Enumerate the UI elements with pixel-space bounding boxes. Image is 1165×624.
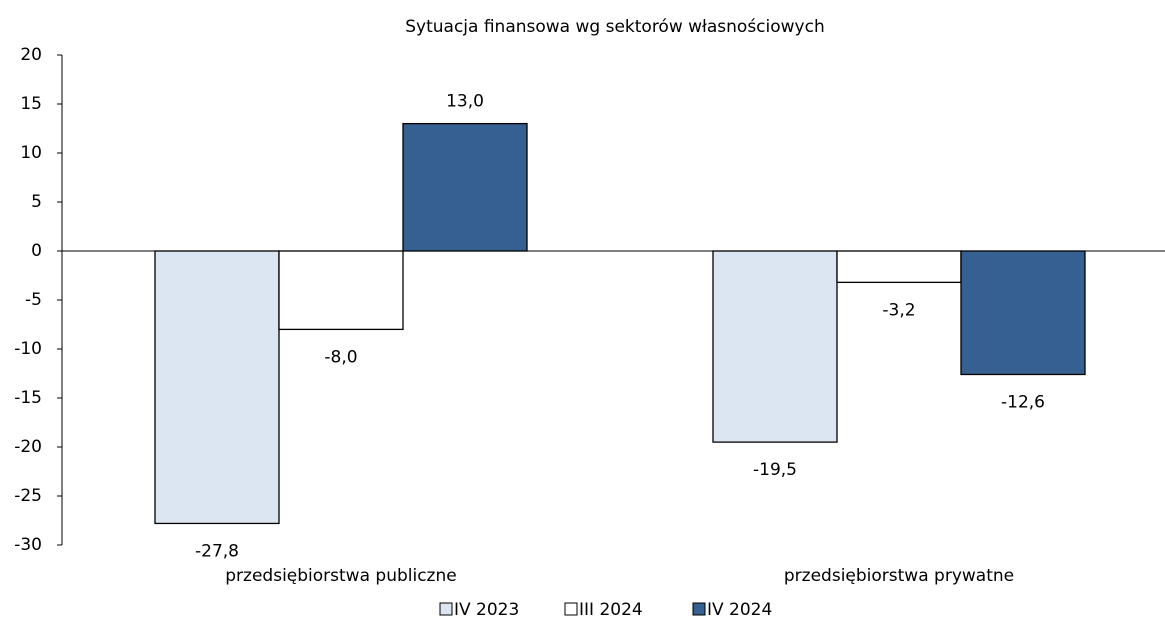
y-tick-label: 0 — [31, 241, 42, 261]
y-tick-label: -30 — [14, 535, 42, 555]
legend-label: III 2024 — [579, 600, 643, 620]
y-tick-label: 5 — [31, 192, 42, 212]
y-tick-label: 10 — [20, 143, 42, 163]
x-tick-label: przedsiębiorstwa publiczne — [225, 566, 456, 586]
y-tick-label: 20 — [20, 45, 42, 65]
bar — [402, 122, 528, 252]
legend-swatch — [439, 602, 453, 616]
y-tick-label: -10 — [14, 339, 42, 359]
x-tick-label: przedsiębiorstwa prywatne — [784, 566, 1014, 586]
value-label: -8,0 — [324, 347, 357, 367]
value-label: -12,6 — [1001, 392, 1045, 412]
y-tick-label: -15 — [14, 388, 42, 408]
bar — [278, 250, 404, 331]
bar — [836, 250, 962, 284]
y-tick-label: -20 — [14, 437, 42, 457]
legend-swatch — [692, 602, 706, 616]
legend-swatch — [564, 602, 578, 616]
value-label: -19,5 — [753, 460, 797, 480]
value-label: 13,0 — [446, 92, 484, 112]
y-tick-label: -25 — [14, 486, 42, 506]
bar — [712, 250, 838, 443]
legend-label: IV 2023 — [454, 600, 519, 620]
y-tick-label: 15 — [20, 94, 42, 114]
chart-title: Sytuacja finansowa wg sektorów własności… — [405, 17, 825, 37]
bar — [960, 250, 1086, 376]
value-label: -3,2 — [882, 300, 915, 320]
value-label: -27,8 — [195, 541, 239, 561]
legend-label: IV 2024 — [707, 600, 772, 620]
y-tick-label: -5 — [25, 290, 42, 310]
bar — [154, 250, 280, 525]
